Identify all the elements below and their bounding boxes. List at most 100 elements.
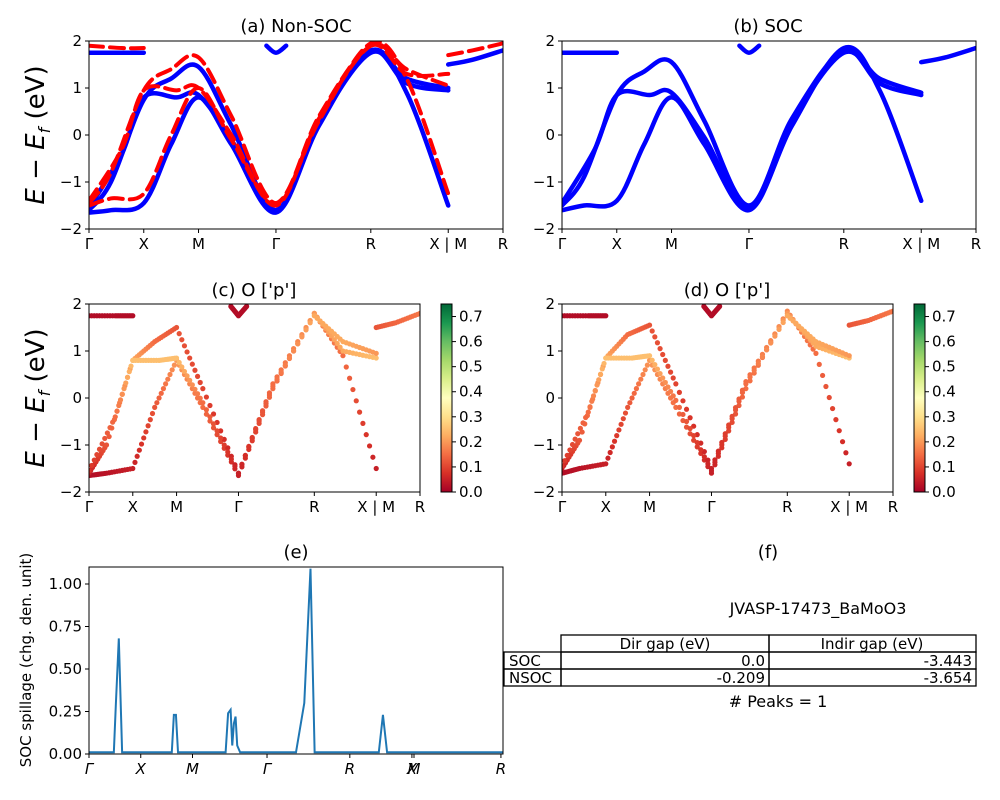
band-point	[249, 435, 255, 442]
band-point	[833, 417, 839, 423]
band-point	[156, 395, 162, 401]
band-point	[366, 443, 373, 449]
band-point	[705, 461, 711, 467]
x-tick-label: R	[309, 498, 319, 516]
band-point	[622, 410, 629, 416]
panel-a-title: (a) Non-SOC	[240, 16, 351, 37]
y-tick-label: −1	[60, 436, 82, 454]
x-tick-label: Γ	[558, 235, 567, 253]
band-point	[194, 391, 201, 397]
band-point	[747, 374, 753, 380]
band-point	[299, 334, 305, 340]
panel-d-plot: −2 −1 0 1 2 Γ X M Γ R X | M R	[533, 295, 898, 516]
band-point	[124, 374, 131, 380]
band-point	[232, 463, 238, 469]
spillage-line	[89, 568, 503, 754]
band-point	[680, 398, 686, 404]
band-point	[823, 383, 829, 390]
x-tick-label: R	[496, 760, 506, 778]
band-point	[627, 400, 633, 406]
band-point	[130, 313, 136, 319]
band-point	[181, 343, 188, 349]
band-point	[203, 407, 209, 413]
x-tick-label: R	[366, 235, 376, 253]
band-point	[187, 377, 193, 383]
band-point	[562, 458, 568, 464]
band-point	[350, 386, 356, 393]
x-tick-label: M	[170, 498, 183, 516]
band-point	[210, 425, 217, 431]
band-point	[813, 350, 819, 356]
band-point	[597, 371, 604, 377]
x-tick-label: Γ	[85, 235, 94, 253]
y-tick-label: −2	[533, 483, 555, 501]
band-point	[631, 390, 637, 396]
band-point	[587, 404, 593, 410]
band-point	[676, 389, 682, 395]
band-point	[763, 347, 770, 353]
band-point	[200, 400, 206, 406]
band-point	[210, 411, 217, 417]
band-point	[370, 454, 376, 460]
band-point	[715, 450, 721, 457]
x-tick-label: X	[128, 498, 138, 516]
x-tick-label: Γ	[707, 498, 716, 516]
band-point	[577, 425, 583, 431]
axes-frame	[88, 303, 421, 493]
band-point	[667, 388, 674, 395]
band-point	[228, 456, 234, 462]
x-tick-label: X	[612, 235, 622, 253]
colorbar-tick-label: 0.1	[459, 458, 483, 476]
band-point	[572, 436, 578, 442]
panel-a-ylabel: E − Ef (eV)	[21, 65, 54, 204]
band-point	[662, 379, 668, 386]
band-line-nonsoc-dashed	[446, 41, 503, 58]
band-point	[214, 428, 220, 434]
band-point	[112, 414, 118, 420]
band-point	[660, 351, 666, 358]
y-tick-label: 2	[72, 32, 82, 50]
band-point	[607, 449, 613, 456]
band-point	[712, 459, 718, 465]
band-point	[259, 409, 266, 415]
panel-c-title: (c) O ['p']	[212, 280, 297, 301]
band-line	[562, 47, 924, 208]
band-point	[173, 324, 180, 331]
band-point	[89, 462, 95, 469]
band-point	[592, 387, 598, 394]
band-point	[214, 432, 220, 438]
band-point	[816, 361, 822, 367]
band-line	[89, 47, 451, 215]
band-point	[134, 453, 140, 459]
band-point	[826, 394, 832, 401]
band-point	[176, 331, 182, 337]
band-point	[197, 379, 203, 386]
band-point	[739, 389, 746, 396]
band-point	[819, 372, 826, 379]
band-point	[576, 437, 583, 443]
band-point	[694, 444, 700, 450]
band-point	[567, 447, 573, 453]
x-tick-label: X | M	[357, 498, 395, 516]
band-point	[270, 383, 276, 389]
band-point	[620, 416, 626, 422]
band-point	[192, 386, 198, 392]
x-tick-label: M	[665, 235, 678, 253]
panel-e: (e) SOC spillage (chg. den. unit) 0.00 0.…	[17, 542, 506, 778]
x-tick-label: X	[135, 760, 147, 778]
band-point	[295, 341, 301, 347]
band-point	[242, 453, 248, 459]
table-row-label: NSOC	[509, 669, 552, 687]
band-point	[158, 390, 164, 396]
band-point	[225, 445, 231, 451]
x-tick-label: Γ	[85, 760, 95, 778]
band-point	[708, 468, 715, 474]
band-point	[836, 428, 842, 434]
band-point	[203, 411, 209, 417]
band-point	[585, 409, 591, 415]
y-tick-label: 0.00	[49, 745, 82, 763]
x-tick-label: M	[192, 235, 205, 253]
y-tick-label: −1	[533, 436, 555, 454]
peaks-count: # Peaks = 1	[729, 692, 828, 711]
panel-b-title: (b) SOC	[733, 16, 802, 37]
